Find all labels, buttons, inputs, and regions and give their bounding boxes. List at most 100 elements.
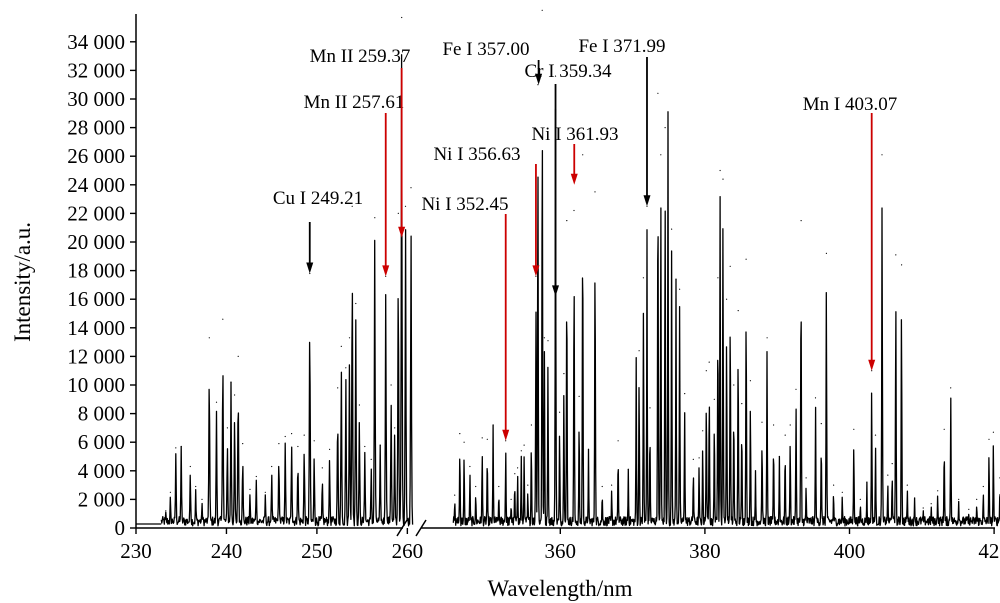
peak-point [385, 275, 387, 277]
peak-point [264, 491, 266, 493]
peak-point [541, 9, 543, 11]
y-tick-label: 8 000 [78, 402, 125, 426]
peak-point [573, 209, 575, 212]
peak-point [345, 367, 347, 369]
y-axis-title: Intensity/a.u. [10, 222, 35, 342]
peak-point [297, 445, 299, 448]
x-tick-label: 260 [392, 539, 424, 563]
peak-annotation-label: Fe I 371.99 [578, 36, 665, 57]
peak-point [950, 387, 952, 389]
peak-point [587, 448, 590, 450]
peak-point [982, 485, 984, 488]
peak-point [874, 434, 877, 436]
y-tick-label: 32 000 [67, 58, 125, 82]
peak-point [795, 388, 797, 390]
peak-point [537, 84, 539, 86]
peak-point [943, 428, 945, 430]
peak-point [401, 16, 403, 19]
peak-point [180, 445, 182, 448]
axis-break-mark-left [396, 519, 408, 537]
peak-point [486, 438, 488, 440]
peak-point [234, 394, 236, 396]
peak-point [749, 380, 752, 382]
x-tick-label: 400 [834, 539, 866, 563]
peak-point [761, 421, 763, 423]
peak-point [222, 318, 224, 320]
y-tick-label: 18 000 [67, 259, 125, 283]
peak-point [871, 370, 873, 372]
peak-annotation-label: Ni I 356.63 [433, 144, 520, 165]
y-tick-label: 24 000 [67, 173, 125, 197]
peak-point [635, 357, 637, 359]
peak-point [881, 154, 883, 156]
peak-point [313, 440, 315, 442]
peak-annotation-arrow-head [306, 262, 314, 274]
peak-point [543, 337, 546, 339]
peak-point [901, 264, 903, 266]
y-tick-label: 34 000 [67, 30, 125, 54]
peak-point [594, 191, 596, 193]
peak-point [397, 212, 399, 214]
peak-point [195, 485, 197, 488]
peak-point [667, 111, 669, 113]
peak-point [348, 337, 351, 339]
x-axis-title: Wavelength/nm [487, 576, 632, 601]
peak-annotation-arrow-head [382, 265, 390, 277]
peak-annotation-label: Ni I 361.93 [531, 124, 618, 145]
y-tick-label: 2 000 [78, 487, 125, 511]
peak-point [208, 337, 210, 339]
peak-point [611, 484, 613, 486]
peak-point [958, 498, 960, 500]
peak-point [766, 337, 768, 339]
peak-point [825, 252, 828, 254]
peak-annotation-label: Mn II 259.37 [310, 46, 411, 67]
peak-point [692, 458, 694, 460]
peak-point [660, 154, 662, 156]
peak-annotation-arrow-head [535, 73, 543, 85]
peak-point [394, 427, 396, 429]
peak-point [278, 443, 280, 445]
peak-point [784, 434, 786, 436]
peak-point [463, 441, 465, 443]
peak-point [745, 258, 747, 260]
peak-point [566, 220, 568, 222]
peak-point [530, 424, 533, 426]
peak-point [390, 384, 392, 386]
peak-point [404, 205, 407, 207]
peak-point [833, 484, 835, 486]
peak-point [719, 169, 721, 172]
y-tick-label: 6 000 [78, 430, 125, 454]
peak-point [520, 450, 522, 452]
peak-point [773, 424, 775, 426]
peak-point [481, 437, 483, 439]
peak-point [351, 205, 353, 207]
y-tick-label: 26 000 [67, 144, 125, 168]
peak-annotation-arrow-head [502, 429, 510, 441]
peak-point [189, 465, 191, 468]
peak-point [800, 220, 802, 222]
annotation-layer: Cu I 249.21 Mn II 257.61 Mn II 259.37 Ni I … [273, 36, 897, 441]
peak-annotation-label: Cu I 249.21 [273, 188, 363, 209]
peak-point [702, 430, 704, 432]
peak-point [215, 401, 218, 403]
peak-point [527, 484, 529, 486]
peak-point [992, 431, 995, 433]
peak-point [657, 92, 659, 94]
peak-point [679, 288, 681, 290]
peak-point [255, 475, 257, 478]
peak-point [642, 277, 645, 279]
peak-point [820, 423, 822, 425]
peak-point [671, 228, 673, 230]
peak-point [722, 178, 724, 180]
peak-point [303, 434, 305, 436]
peak-point [230, 381, 232, 383]
peak-point [226, 427, 228, 429]
peak-point [705, 370, 707, 372]
y-tick-label: 14 000 [67, 316, 125, 340]
peak-point [601, 485, 603, 488]
peak-point [853, 428, 855, 430]
peak-point [175, 447, 177, 449]
peak-point [364, 445, 366, 448]
spectrum-line-segment-2 [452, 108, 1000, 527]
peak-point [741, 403, 743, 405]
